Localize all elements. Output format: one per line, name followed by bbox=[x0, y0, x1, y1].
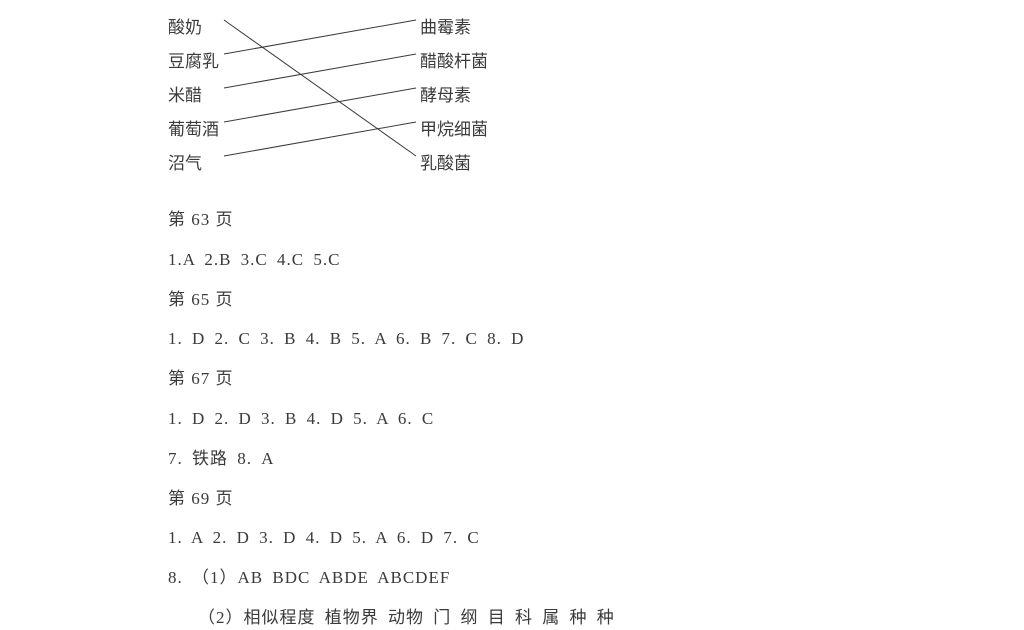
matching-diagram: 酸奶 豆腐乳 米醋 葡萄酒 沼气 曲霉素 醋酸杆菌 酵母素 甲烷细菌 乳酸菌 bbox=[168, 10, 698, 190]
right-item-0: 曲霉素 bbox=[420, 10, 488, 44]
left-item-2: 米醋 bbox=[168, 78, 219, 112]
page-65-header: 第 65 页 bbox=[168, 288, 1024, 312]
page-69-answers-2: 8. （1）AB BDC ABDE ABCDEF bbox=[168, 566, 1024, 590]
page-67-header: 第 67 页 bbox=[168, 367, 1024, 391]
left-item-1: 豆腐乳 bbox=[168, 44, 219, 78]
page-65-answers: 1. D 2. C 3. B 4. B 5. A 6. B 7. C 8. D bbox=[168, 327, 1024, 351]
document-container: 酸奶 豆腐乳 米醋 葡萄酒 沼气 曲霉素 醋酸杆菌 酵母素 甲烷细菌 乳酸菌 第… bbox=[0, 0, 1024, 630]
left-item-3: 葡萄酒 bbox=[168, 112, 219, 146]
answers-section: 第 63 页 1.A 2.B 3.C 4.C 5.C 第 65 页 1. D 2… bbox=[168, 190, 1024, 630]
right-item-3: 甲烷细菌 bbox=[420, 112, 488, 146]
page-67-answers-1: 1. D 2. D 3. B 4. D 5. A 6. C bbox=[168, 407, 1024, 431]
page-67-answers-2: 7. 铁路 8. A bbox=[168, 447, 1024, 471]
page-69-answers-3: （2）相似程度 植物界 动物 门 纲 目 科 属 种 种 bbox=[168, 606, 1024, 630]
matching-right-column: 曲霉素 醋酸杆菌 酵母素 甲烷细菌 乳酸菌 bbox=[420, 10, 488, 180]
matching-left-column: 酸奶 豆腐乳 米醋 葡萄酒 沼气 bbox=[168, 10, 219, 180]
right-item-1: 醋酸杆菌 bbox=[420, 44, 488, 78]
right-item-4: 乳酸菌 bbox=[420, 146, 488, 180]
left-item-4: 沼气 bbox=[168, 146, 219, 180]
right-item-2: 酵母素 bbox=[420, 78, 488, 112]
page-63-header: 第 63 页 bbox=[168, 208, 1024, 232]
page-69-header: 第 69 页 bbox=[168, 487, 1024, 511]
page-69-answers-1: 1. A 2. D 3. D 4. D 5. A 6. D 7. C bbox=[168, 526, 1024, 550]
page-63-answers: 1.A 2.B 3.C 4.C 5.C bbox=[168, 248, 1024, 272]
left-item-0: 酸奶 bbox=[168, 10, 219, 44]
